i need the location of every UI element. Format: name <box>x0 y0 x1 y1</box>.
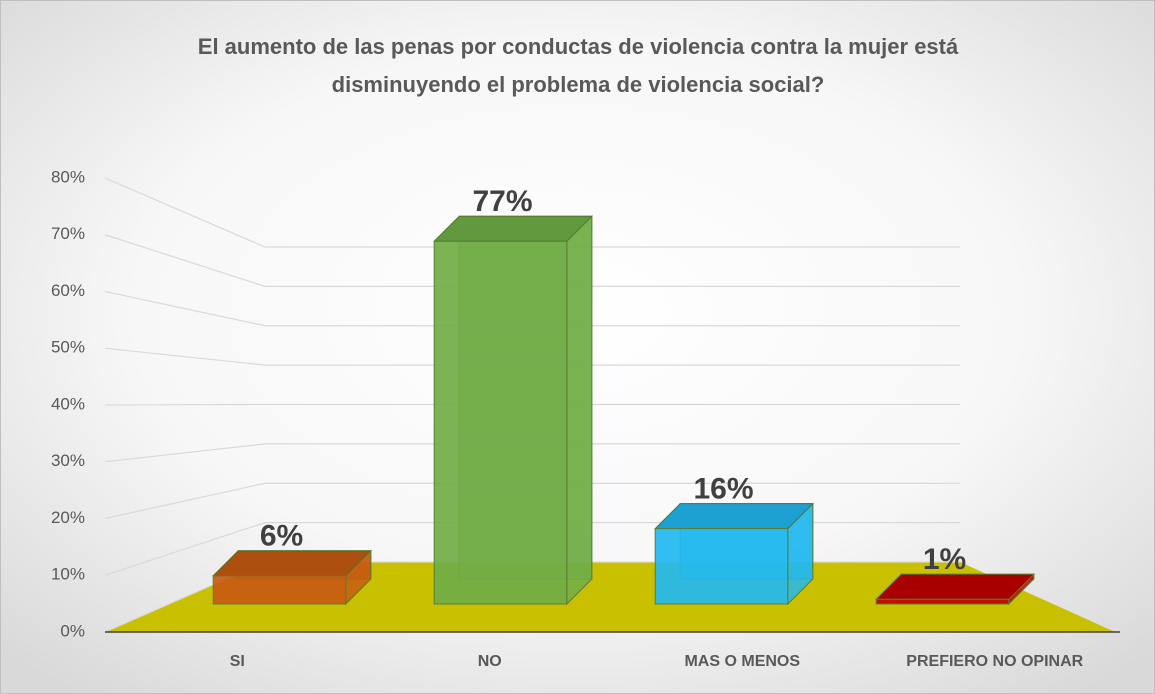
y-tick-label: 10% <box>51 565 85 584</box>
bar-top-shade <box>876 574 1034 600</box>
y-tick-label: 70% <box>51 224 85 243</box>
bar-front <box>212 575 347 605</box>
y-tick-label: 40% <box>51 394 85 413</box>
bar-top-shade <box>434 216 592 242</box>
x-tick-label: NO <box>478 653 502 670</box>
grid-line <box>104 177 266 248</box>
grid-line <box>104 290 266 327</box>
grid-line <box>104 234 266 287</box>
grid-line <box>104 403 266 406</box>
y-tick-label: 20% <box>51 508 85 527</box>
bar-front <box>654 528 789 605</box>
bar-top-shade <box>213 550 371 576</box>
grid-line <box>104 522 266 576</box>
chart-title: El aumento de las penas por conductas de… <box>198 34 959 59</box>
y-tick-label: 60% <box>51 281 85 300</box>
bar-front <box>875 598 1010 605</box>
value-label: 1% <box>923 543 966 576</box>
chart-title: disminuyendo el problema de violencia so… <box>332 72 825 97</box>
value-label: 6% <box>260 520 303 553</box>
y-tick-label: 80% <box>51 167 85 186</box>
x-tick-label: SI <box>230 653 245 670</box>
bar-front <box>433 240 568 605</box>
grid-line <box>104 347 266 366</box>
y-tick-label: 0% <box>60 621 85 640</box>
x-tick-label: PREFIERO NO OPINAR <box>906 653 1083 670</box>
bar-top-shade <box>655 503 813 529</box>
y-tick-label: 50% <box>51 338 85 357</box>
x-tick-label: MAS O MENOS <box>684 653 800 670</box>
grid-line <box>104 443 266 463</box>
value-label: 16% <box>693 473 753 506</box>
bar-side <box>566 215 593 606</box>
value-label: 77% <box>472 185 532 218</box>
y-tick-label: 30% <box>51 451 85 470</box>
grid-line <box>104 482 266 520</box>
